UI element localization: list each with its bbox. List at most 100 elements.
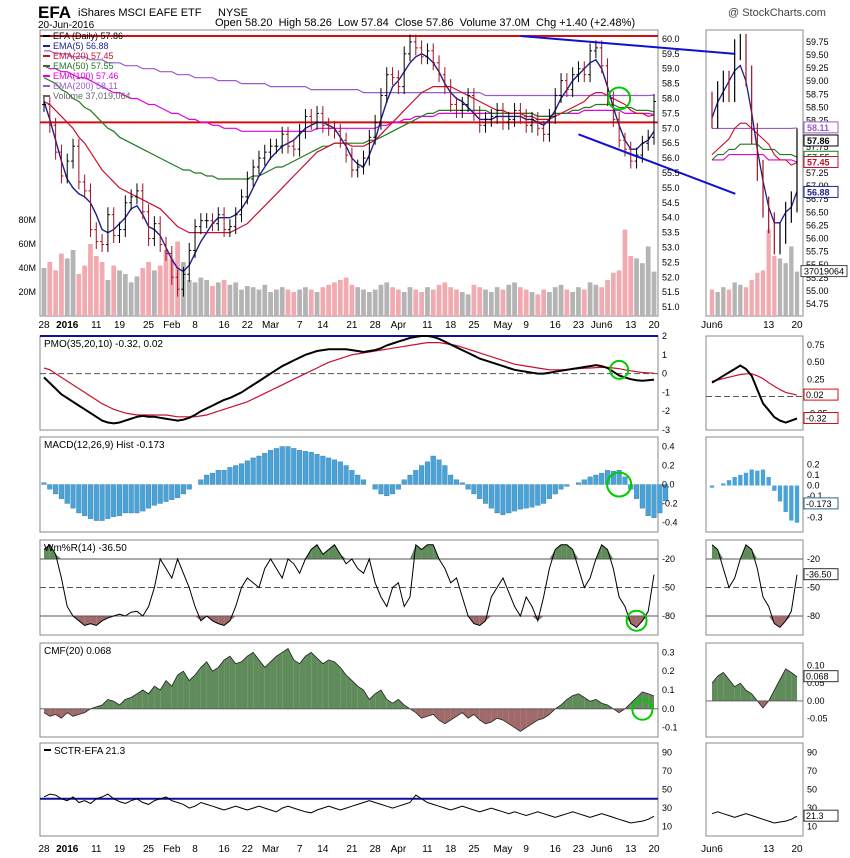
x-axis-label: 25	[143, 844, 155, 855]
volume-bar	[76, 274, 82, 316]
price-y-tick: 60.0	[662, 34, 680, 44]
volume-bar	[471, 284, 477, 316]
chart-security-name: iShares MSCI EAFE ETF	[78, 7, 202, 19]
zoom-price-badge-text: 57.45	[807, 158, 830, 168]
volume-bar	[442, 282, 448, 316]
volume-bar	[157, 265, 163, 316]
x-axis-label: 2016	[56, 320, 79, 331]
macd-hist-bar	[70, 484, 76, 509]
macd-hist-bar	[401, 479, 407, 485]
zoom-pmo-y-tick: 0.75	[807, 340, 825, 350]
cmf-fill	[444, 708, 451, 724]
macd-hist-bar	[610, 471, 616, 485]
cmf-fill	[195, 667, 201, 709]
pmo-y-tick: -3	[662, 425, 670, 435]
price-y-tick: 52.5	[662, 257, 680, 267]
legend-entry: Volume 37,019,064	[53, 91, 131, 101]
volume-bar	[285, 289, 291, 316]
x-axis-label: 20	[648, 320, 660, 331]
x-axis-label: 14	[317, 844, 329, 855]
zoom-macd-hist-bar	[794, 485, 800, 523]
wr-overbought-fill	[334, 544, 341, 559]
volume-bar	[599, 287, 605, 316]
macd-hist-bar	[279, 446, 285, 485]
volume-bar	[361, 289, 366, 316]
cmf-fill	[119, 699, 126, 709]
volume-bar	[396, 289, 401, 316]
pmo-highlight-circle	[609, 359, 630, 380]
volume-bar	[651, 271, 657, 316]
x-axis-label: Apr	[391, 844, 407, 855]
macd-hist-bar	[523, 484, 529, 509]
macd-hist-bar	[546, 484, 552, 499]
volume-bar	[587, 282, 593, 316]
x-axis-label: Jun6	[591, 844, 613, 855]
zoom-macd-hist-bar	[772, 485, 777, 491]
x-axis-label: Apr	[391, 320, 407, 331]
chart-symbol: EFA	[38, 3, 72, 22]
price-y-tick: 53.0	[662, 242, 680, 252]
macd-hist-bar	[76, 484, 82, 514]
cmf-fill	[369, 693, 376, 709]
quote-summary: Open 58.20 High 58.26 Low 57.84 Close 57…	[215, 17, 636, 29]
wr-line	[43, 543, 655, 629]
cmf-highlight-circle	[631, 698, 654, 721]
cmf-fill	[375, 690, 381, 709]
macd-hist-bar	[378, 484, 384, 495]
cmf-fill	[218, 659, 225, 709]
volume-bar	[390, 287, 395, 316]
cmf-fill	[421, 708, 428, 719]
macd-hist-bar	[390, 484, 396, 495]
volume-bar	[372, 289, 378, 316]
zoom-volume-bar	[743, 287, 749, 316]
macd-hist-bar	[465, 484, 471, 490]
macd-hist-bar	[436, 459, 442, 485]
macd-hist-bar	[93, 484, 99, 521]
sctr-y-tick: 50	[662, 785, 672, 795]
cmf-fill	[96, 705, 103, 709]
zoom-macd-hist-bar	[760, 469, 766, 486]
volume-bar	[541, 289, 546, 316]
volume-bar	[523, 289, 529, 316]
cmf-fill	[299, 656, 306, 709]
x-axis-label: 11	[422, 844, 433, 855]
macd-hist-bar	[430, 455, 436, 485]
x-axis-label: 8	[192, 320, 198, 331]
price-y-tick: 54.0	[662, 213, 680, 223]
wr-oversold-fill	[212, 616, 219, 624]
volume-bar	[82, 265, 88, 316]
zoom-cmf-fill	[717, 672, 724, 701]
volume-bar	[425, 287, 430, 316]
volume-y-tick: 80M	[18, 215, 36, 225]
cmf-fill	[258, 659, 265, 709]
zoom-sctr-y-tick: 10	[807, 822, 817, 832]
zoom-wr-oversold-fill	[785, 616, 792, 621]
volume-bar	[128, 282, 134, 316]
zoom-macd-y-tick: -0.1	[807, 491, 823, 501]
cmf-fill	[462, 708, 469, 719]
volume-bar	[465, 294, 471, 316]
volume-bar	[303, 287, 308, 316]
volume-bar	[256, 289, 262, 316]
volume-bar	[332, 282, 337, 316]
zoom-ema50-line	[711, 143, 798, 161]
x-axis-label: 13	[625, 320, 637, 331]
x-axis-label: 11	[91, 844, 102, 855]
x-axis-label: 16	[219, 320, 231, 331]
cmf-fill	[102, 699, 108, 709]
macd-hist-bar	[47, 484, 53, 490]
x-axis-label: 16	[219, 844, 231, 855]
macd-hist-bar	[517, 484, 523, 510]
ema200-line	[44, 50, 655, 97]
zoom-price-y-tick: 58.50	[806, 102, 829, 112]
zoom-macd-hist-bar	[738, 474, 743, 486]
volume-bar	[622, 229, 628, 316]
pmo-y-tick: -2	[662, 406, 670, 416]
zoom-pmo-signal-line	[711, 373, 798, 396]
macd-hist-bar	[163, 484, 169, 502]
volume-bar	[291, 292, 297, 316]
zoom-price-badge-text: 56.88	[807, 187, 830, 197]
cmf-panel-title: CMF(20) 0.068	[44, 646, 112, 657]
zoom-panel-price-frame	[705, 29, 804, 317]
volume-bar	[53, 270, 58, 316]
